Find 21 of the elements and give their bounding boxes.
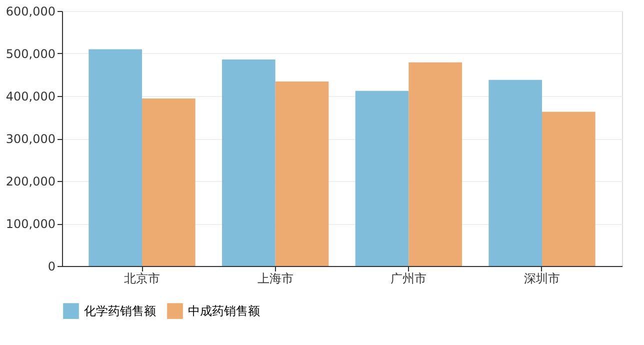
x-tick-label: 上海市	[257, 272, 294, 286]
y-tick-label: 100,000	[6, 217, 56, 231]
y-tick-label: 500,000	[6, 47, 56, 61]
bar	[488, 80, 542, 266]
y-tick-label: 400,000	[6, 90, 56, 104]
bar	[142, 98, 196, 266]
bar	[408, 62, 462, 266]
legend-label: 中成药销售额	[188, 304, 260, 318]
x-tick-label: 深圳市	[524, 272, 560, 286]
y-tick-label: 0	[48, 260, 56, 274]
bar	[542, 112, 596, 266]
bar	[355, 90, 409, 266]
bar	[222, 59, 276, 266]
y-tick-label: 600,000	[6, 4, 56, 18]
y-tick-label: 300,000	[6, 132, 56, 146]
bar	[88, 49, 142, 266]
legend-label: 化学药销售额	[84, 304, 156, 318]
bar	[275, 82, 329, 266]
x-tick-label: 北京市	[124, 272, 160, 286]
x-tick-label: 广州市	[390, 272, 427, 286]
y-tick-label: 200,000	[6, 174, 56, 188]
